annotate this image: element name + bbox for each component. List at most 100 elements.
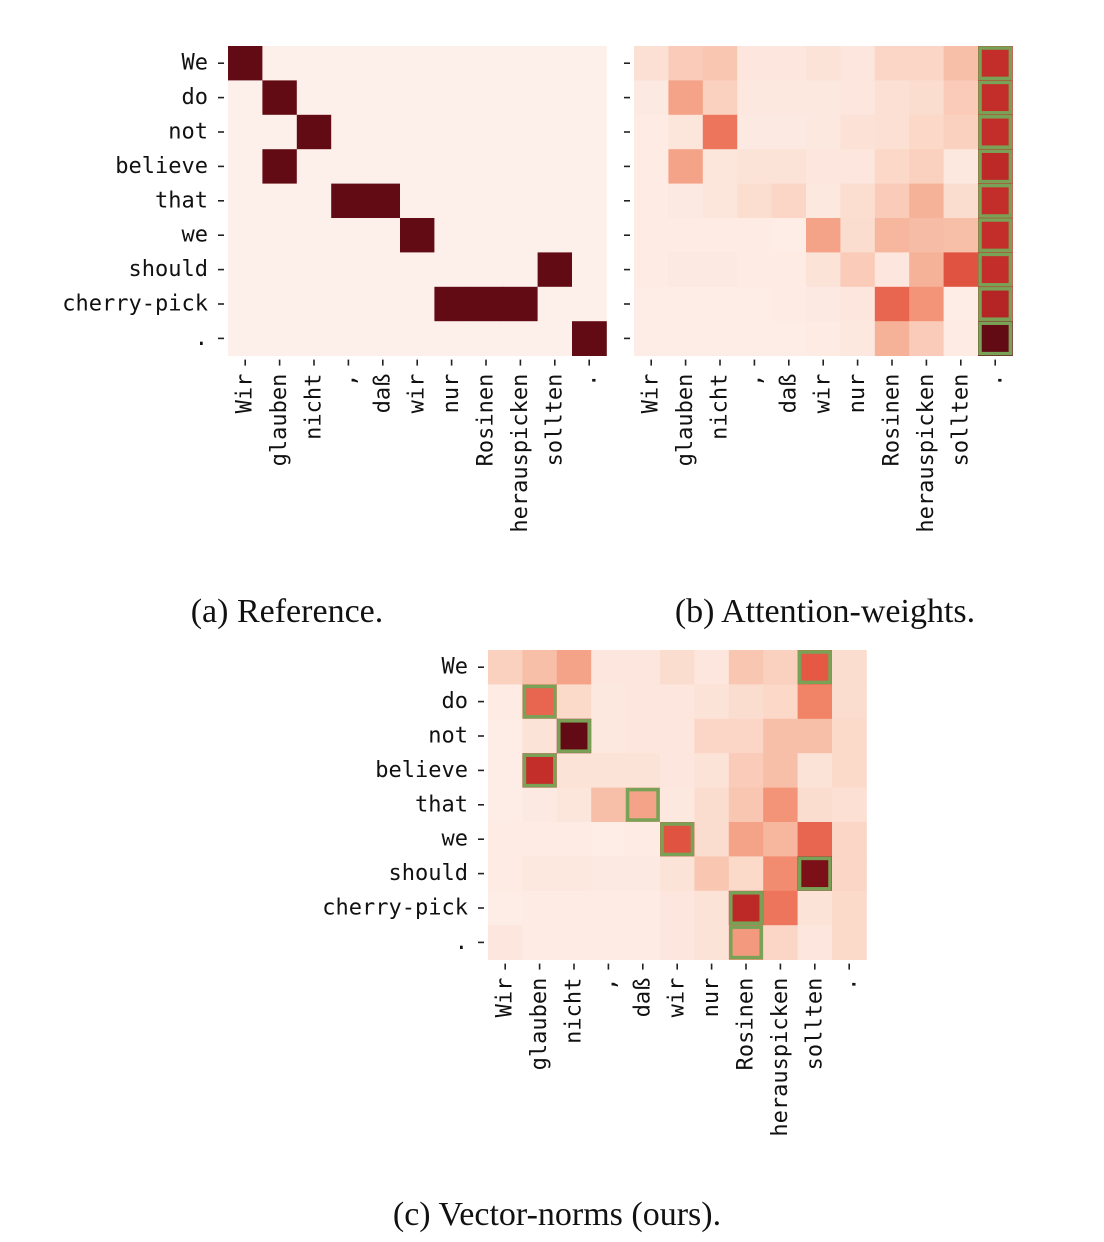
vector-norms-cell-r6-c5 bbox=[660, 856, 695, 892]
attention-weights-cell-r3-c2 bbox=[702, 149, 738, 184]
reference-row-label-we: We bbox=[182, 51, 209, 76]
reference-cell-r8-c1 bbox=[262, 321, 298, 356]
attention-weights-cell-r5-c9 bbox=[943, 218, 979, 253]
vector-norms-col-label-glauben: glauben bbox=[527, 978, 552, 1071]
attention-weights-cell-r2-c5 bbox=[806, 114, 841, 150]
reference-cell-r5-c8 bbox=[503, 218, 538, 253]
reference-cell-r4-c2 bbox=[296, 183, 332, 219]
vector-norms-cell-r2-c2 bbox=[556, 718, 592, 754]
vector-norms-heatmap-panel: We do not believe that we should cherry-pick. Wi… bbox=[322, 650, 867, 1137]
reference-cell-r8-c6 bbox=[434, 321, 470, 356]
vector-norms-cell-r7-c10 bbox=[832, 890, 867, 926]
reference-cell-r3-c10 bbox=[572, 149, 607, 184]
reference-cell-r5-c6 bbox=[434, 218, 470, 253]
attention-weights-cell-r7-c2 bbox=[702, 286, 738, 322]
caption-vector-norms: (c) Vector-norms (ours). bbox=[393, 1196, 721, 1233]
reference-cell-r5-c7 bbox=[468, 218, 504, 253]
attention-weights-cell-r7-c10 bbox=[978, 286, 1013, 322]
vector-norms-cell-r6-c1 bbox=[522, 856, 558, 892]
vector-norms-cell-r4-c1 bbox=[522, 787, 558, 823]
attention-weights-cell-r0-c6 bbox=[840, 46, 876, 81]
vector-norms-cell-r3-c2 bbox=[556, 753, 592, 788]
reference-cell-r3-c5 bbox=[400, 149, 435, 184]
vector-norms-row-label-believe: believe bbox=[375, 758, 468, 783]
attention-weights-cell-r0-c4 bbox=[771, 46, 807, 81]
vector-norms-cell-r6-c6 bbox=[694, 856, 730, 892]
vector-norms-cell-r2-c5 bbox=[660, 718, 695, 754]
vector-norms-cell-r6-c9 bbox=[797, 856, 833, 892]
reference-cell-r7-c7 bbox=[468, 286, 504, 322]
attention-weights-cell-r6-c4 bbox=[771, 252, 807, 288]
reference-cell-r2-c5 bbox=[400, 114, 435, 150]
vector-norms-cell-r4-c2 bbox=[556, 787, 592, 823]
reference-cell-r2-c1 bbox=[262, 114, 298, 150]
reference-cell-r0-c6 bbox=[434, 46, 470, 81]
reference-col-label-wir: Wir bbox=[233, 374, 258, 414]
vector-norms-cell-r7-c6 bbox=[694, 890, 730, 926]
attention-weights-cell-r7-c9 bbox=[943, 286, 979, 322]
vector-norms-cell-r2-c4 bbox=[625, 718, 661, 754]
attention-weights-cell-r5-c7 bbox=[874, 218, 910, 253]
attention-weights-cell-r1-c10 bbox=[978, 80, 1013, 116]
vector-norms-highlight-box-5 bbox=[660, 822, 695, 857]
vector-norms-row-label-that: that bbox=[415, 792, 468, 817]
vector-norms-cell-r0-c0 bbox=[488, 650, 523, 685]
vector-norms-cell-r5-c8 bbox=[763, 822, 798, 857]
vector-norms-cell-r8-c9 bbox=[797, 925, 833, 960]
attention-weights-cell-r8-c10 bbox=[978, 321, 1013, 356]
attention-weights-heatmap-panel: Wir glauben nicht, daß wir nur Rosinen herauspi… bbox=[624, 46, 1013, 533]
vector-norms-row-label-not: not bbox=[428, 724, 468, 749]
reference-cell-r8-c5 bbox=[400, 321, 435, 356]
reference-cell-r2-c2 bbox=[296, 114, 332, 150]
vector-norms-highlight-box-6 bbox=[797, 856, 832, 891]
reference-cell-r2-c10 bbox=[572, 114, 607, 150]
attention-weights-cell-r2-c7 bbox=[874, 114, 910, 150]
attention-weights-cell-r6-c6 bbox=[840, 252, 876, 288]
reference-cell-r0-c4 bbox=[365, 46, 401, 81]
attention-weights-cell-r2-c0 bbox=[634, 114, 669, 150]
reference-cell-r5-c0 bbox=[228, 218, 263, 253]
reference-cell-r0-c3 bbox=[331, 46, 366, 81]
attention-weights-cell-r7-c3 bbox=[737, 286, 772, 322]
reference-cell-r1-c4 bbox=[365, 80, 401, 116]
reference-cell-r7-c0 bbox=[228, 286, 263, 322]
vector-norms-cell-r8-c6 bbox=[694, 925, 730, 960]
attention-weights-cell-r8-c6 bbox=[840, 321, 876, 356]
vector-norms-cell-r8-c0 bbox=[488, 925, 523, 960]
reference-cell-r0-c10 bbox=[572, 46, 607, 81]
attention-weights-cell-r8-c9 bbox=[943, 321, 979, 356]
reference-cell-r0-c2 bbox=[296, 46, 332, 81]
reference-cell-r0-c7 bbox=[468, 46, 504, 81]
attention-weights-cell-r4-c3 bbox=[737, 183, 772, 219]
reference-cell-r5-c2 bbox=[296, 218, 332, 253]
attention-weights-col-label-glauben: glauben bbox=[673, 374, 698, 467]
attention-weights-cell-r3-c1 bbox=[668, 149, 704, 184]
vector-norms-highlight-box-0 bbox=[797, 650, 832, 685]
vector-norms-cell-r3-c6 bbox=[694, 753, 730, 788]
attention-weights-cell-r0-c1 bbox=[668, 46, 704, 81]
vector-norms-cell-r1-c2 bbox=[556, 684, 592, 720]
attention-weights-cell-r0-c3 bbox=[737, 46, 772, 81]
attention-weights-cell-r0-c10 bbox=[978, 46, 1013, 81]
attention-weights-highlight-box-6 bbox=[978, 252, 1013, 287]
vector-norms-cell-r4-c10 bbox=[832, 787, 867, 823]
vector-norms-col-label-rosinen: Rosinen bbox=[734, 978, 759, 1071]
attention-weights-cell-r8-c1 bbox=[668, 321, 704, 356]
vector-norms-cell-r8-c4 bbox=[625, 925, 661, 960]
vector-norms-cell-r0-c4 bbox=[625, 650, 661, 685]
attention-weights-cell-r7-c7 bbox=[874, 286, 910, 322]
vector-norms-col-label-da: daß bbox=[630, 978, 655, 1018]
reference-cell-r4-c7 bbox=[468, 183, 504, 219]
attention-weights-cell-r4-c6 bbox=[840, 183, 876, 219]
vector-norms-cell-r3-c4 bbox=[625, 753, 661, 788]
reference-cell-r7-c1 bbox=[262, 286, 298, 322]
vector-norms-cell-r6-c4 bbox=[625, 856, 661, 892]
attention-weights-cell-r4-c4 bbox=[771, 183, 807, 219]
reference-cell-r8-c3 bbox=[331, 321, 366, 356]
vector-norms-cell-r6-c8 bbox=[763, 856, 798, 892]
reference-row-label-not: not bbox=[168, 120, 208, 145]
reference-cell-r4-c3 bbox=[331, 183, 366, 219]
attention-weights-cell-r4-c0 bbox=[634, 183, 669, 219]
vector-norms-cell-r2-c10 bbox=[832, 718, 867, 754]
